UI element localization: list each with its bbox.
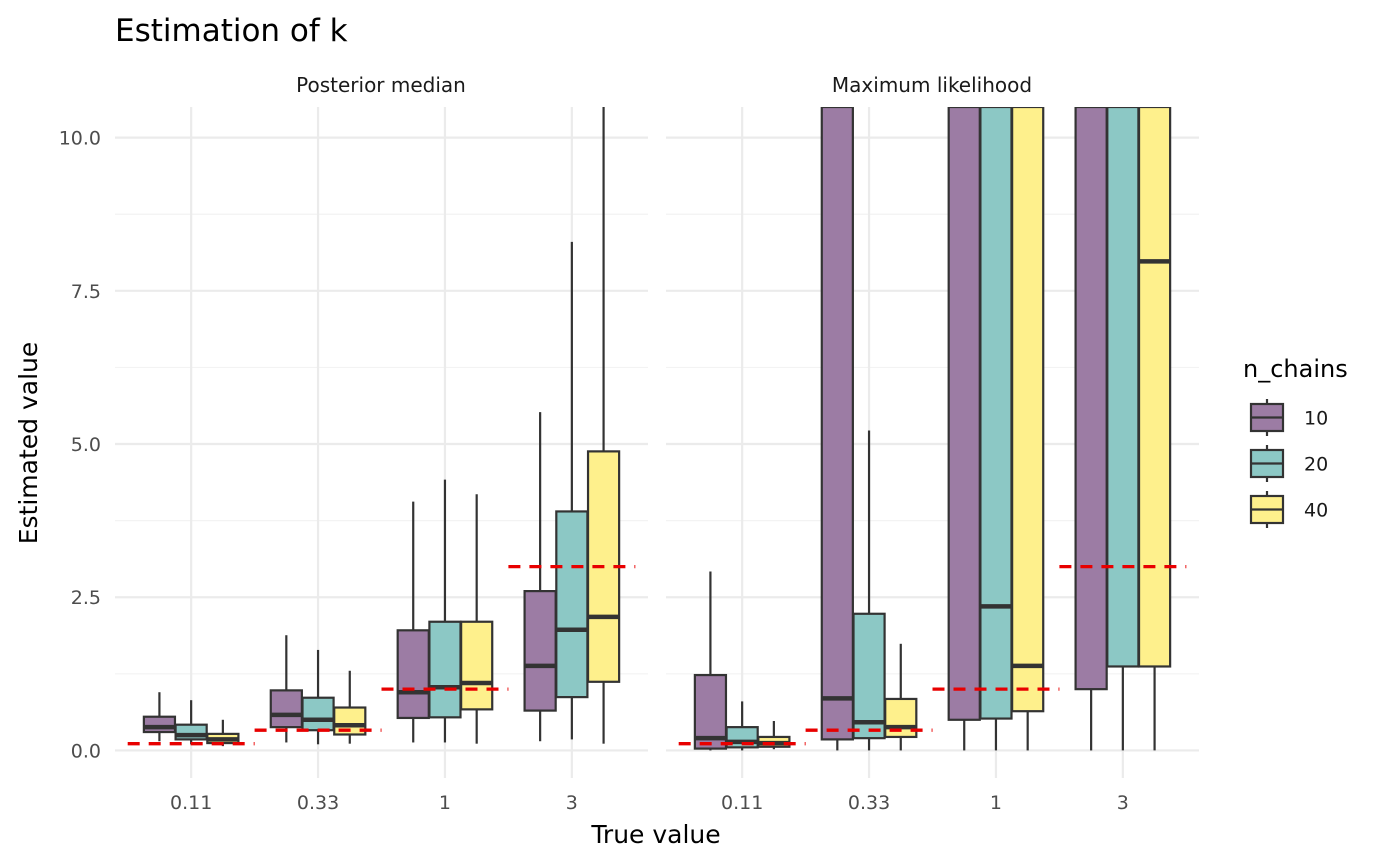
box-iqr (979, 107, 1013, 720)
boxplot (820, 107, 854, 751)
x-tick-label: 3 (566, 792, 578, 814)
boxplot (460, 494, 494, 744)
boxplot (1106, 107, 1140, 751)
y-tick-label: 0.0 (71, 740, 101, 762)
box-iqr (428, 620, 462, 719)
chart-title: Estimation of k (115, 13, 348, 49)
boxplot (396, 501, 430, 743)
box-iqr (523, 590, 557, 712)
boxplot (333, 670, 367, 744)
x-axis-tick-labels: 0.11 0.33 1 3 0.11 0.33 1 3 (170, 792, 1129, 814)
y-axis-title: Estimated value (14, 342, 43, 545)
y-tick-label: 2.5 (71, 587, 101, 609)
legend: n_chains 10 20 40 (1243, 355, 1348, 528)
x-tick-label: 0.33 (297, 792, 339, 814)
boxplot (979, 107, 1013, 751)
y-axis-tick-labels: 0.0 2.5 5.0 7.5 10.0 (59, 128, 101, 763)
panel-marks (678, 107, 1187, 751)
boxplot (1137, 107, 1172, 751)
boxplot (142, 692, 177, 742)
legend-label: 40 (1304, 500, 1328, 522)
box-iqr (947, 107, 981, 721)
x-tick-label: 1 (439, 792, 451, 814)
boxplot (301, 649, 335, 745)
legend-key (1249, 491, 1285, 528)
boxplot (1011, 107, 1045, 751)
panel-marks (127, 107, 636, 747)
box-iqr (301, 696, 335, 732)
boxplot (269, 635, 303, 743)
box-iqr (142, 715, 177, 734)
legend-key (1249, 445, 1285, 482)
y-tick-label: 10.0 (59, 128, 101, 150)
x-tick-label: 0.33 (848, 792, 890, 814)
legend-key (1249, 399, 1285, 436)
y-tick-label: 5.0 (71, 434, 101, 456)
boxplot (174, 700, 208, 745)
box-iqr (820, 107, 854, 741)
panel-maximum-likelihood: Maximum likelihood (666, 73, 1199, 778)
boxplot (693, 571, 728, 751)
boxplot (947, 107, 981, 751)
box-iqr (460, 620, 494, 711)
legend-label: 10 (1304, 408, 1328, 430)
box-iqr (555, 510, 589, 699)
boxplot (523, 412, 557, 742)
boxplot (1074, 107, 1108, 751)
boxplot (428, 479, 462, 743)
box-iqr (1011, 107, 1045, 713)
panel-strip-label: Maximum likelihood (832, 73, 1032, 97)
legend-title: n_chains (1243, 355, 1348, 383)
x-tick-label: 0.11 (170, 792, 212, 814)
boxplot (555, 241, 589, 740)
box-iqr (1106, 107, 1140, 668)
box-iqr (269, 689, 303, 729)
boxplot (586, 107, 621, 744)
box-iqr (1137, 107, 1172, 668)
box-iqr (396, 629, 430, 720)
x-tick-label: 3 (1117, 792, 1129, 814)
legend-label: 20 (1304, 454, 1328, 476)
x-tick-label: 1 (990, 792, 1002, 814)
x-axis-title: True value (590, 820, 720, 849)
boxplot (852, 430, 886, 751)
x-tick-label: 0.11 (721, 792, 763, 814)
panel-posterior-median: Posterior median (115, 73, 648, 778)
box-iqr (1074, 107, 1108, 691)
y-tick-label: 7.5 (71, 281, 101, 303)
panel-strip-label: Posterior median (296, 73, 466, 97)
boxplot (884, 643, 918, 751)
box-iqr (852, 612, 886, 740)
